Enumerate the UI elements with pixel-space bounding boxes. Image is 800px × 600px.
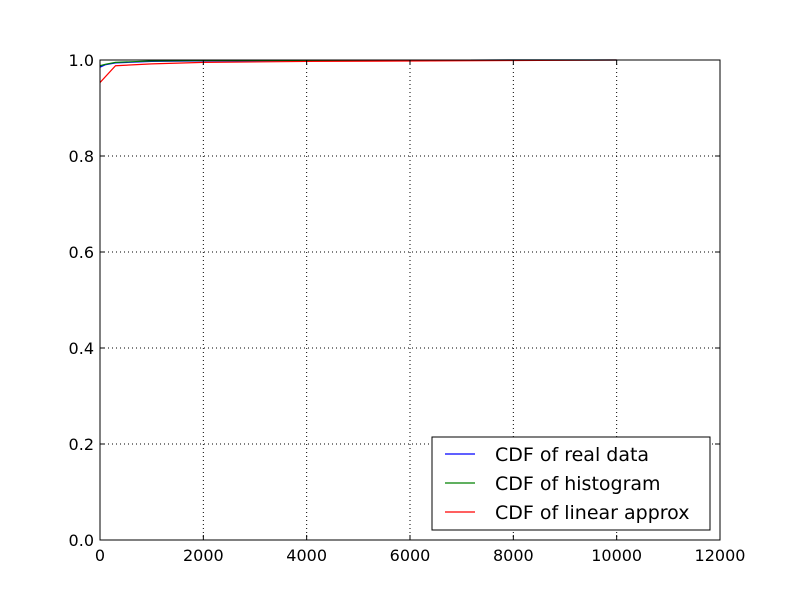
y-tick-label: 0.8 (69, 147, 94, 166)
x-tick-label: 12000 (695, 546, 746, 565)
legend-label: CDF of real data (495, 444, 649, 466)
x-tick-label: 8000 (493, 546, 534, 565)
legend: CDF of real data CDF of histogram CDF of l… (431, 436, 711, 531)
y-tick-label: 0.0 (69, 531, 94, 550)
y-tick-label: 1.0 (69, 51, 94, 70)
y-tick-label: 0.2 (69, 435, 94, 454)
x-tick-label: 10000 (591, 546, 642, 565)
x-tick-label: 6000 (390, 546, 431, 565)
x-tick-label: 0 (95, 546, 105, 565)
legend-label: CDF of histogram (495, 473, 661, 495)
y-tick-label: 0.6 (69, 243, 94, 262)
x-tick-label: 2000 (183, 546, 224, 565)
series-lines (99, 59, 617, 83)
x-tick-label: 4000 (286, 546, 327, 565)
axis-ticks: 0 2000 4000 6000 8000 10000 12000 0.0 0.2 0.4 0.6 0… (69, 51, 746, 565)
y-tick-label: 0.4 (69, 339, 94, 358)
series-line-cdf-of-linear-approx (99, 59, 617, 83)
legend-box (431, 436, 711, 531)
legend-label: CDF of linear approx (495, 502, 689, 524)
